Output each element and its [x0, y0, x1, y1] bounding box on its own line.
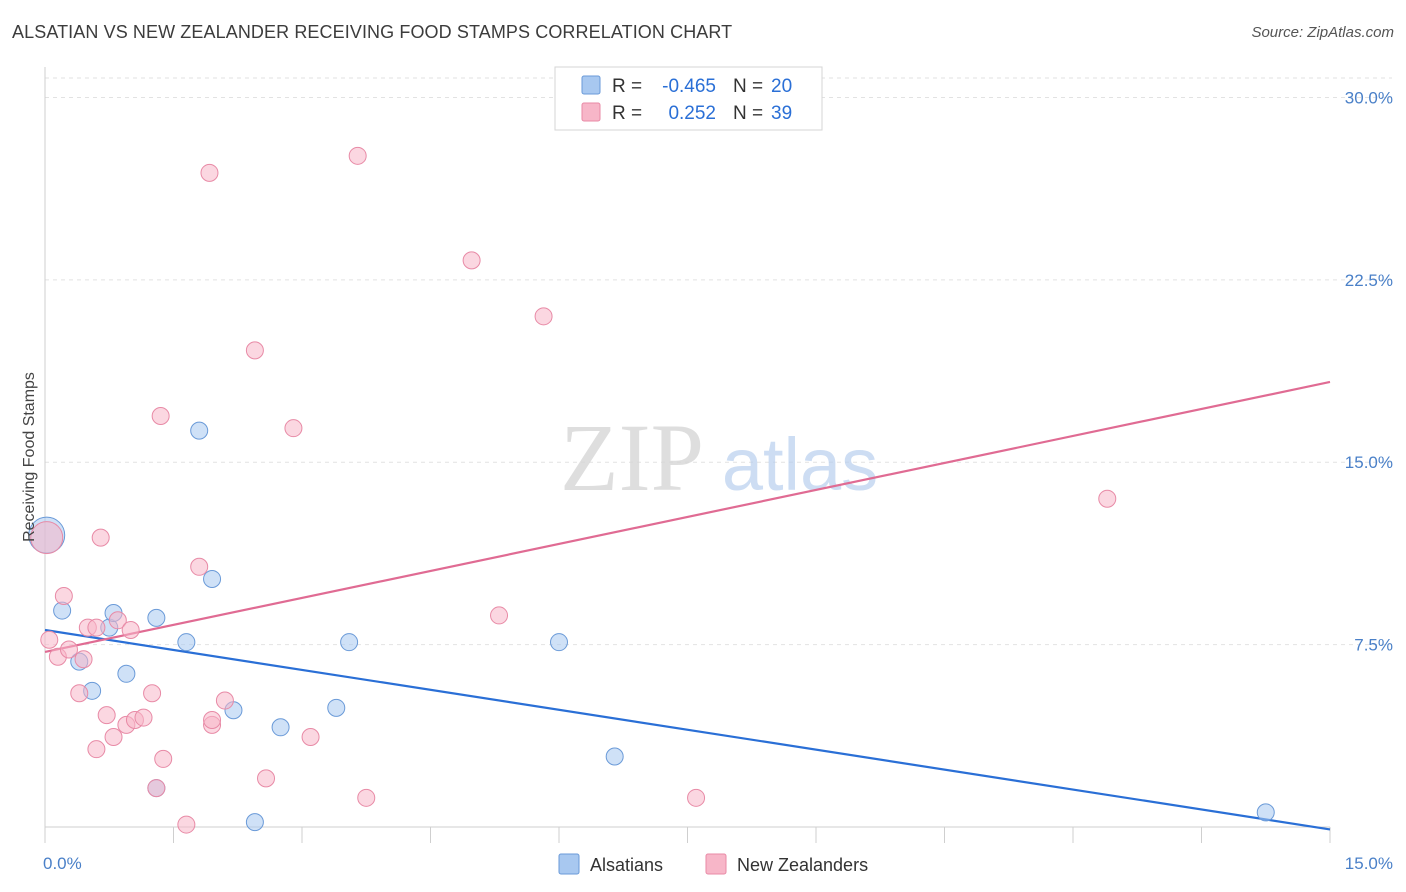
- watermark: ZIP atlas: [560, 404, 878, 511]
- legend-swatch-new-zealanders: [581, 102, 601, 122]
- new-zealander-point-15: [121, 621, 140, 640]
- new-zealander-point-12: [104, 728, 123, 747]
- grid-lines: [45, 77, 1392, 646]
- correlation-legend: R = -0.465 N = 20 R = 0.252 N = 39: [554, 66, 823, 131]
- trend-lines: [44, 380, 1331, 831]
- alsatian-point-8: [147, 608, 166, 627]
- new-zealander-point-36: [534, 307, 553, 326]
- chart-title: ALSATIAN VS NEW ZEALANDER RECEIVING FOOD…: [12, 22, 733, 42]
- new-zealander-point-21: [151, 407, 170, 426]
- new-zealander-point-6: [74, 650, 93, 669]
- new-zealander-point-11: [97, 706, 116, 725]
- watermark-zip: ZIP: [560, 404, 704, 511]
- legend-n-value-1: 20: [771, 76, 792, 97]
- new-zealander-point-24: [200, 163, 219, 182]
- alsatian-point-11: [203, 569, 222, 588]
- alsatian-point-13: [245, 813, 264, 832]
- y-axis-label: Receiving Food Stamps: [21, 372, 38, 542]
- legend-swatch-alsatians: [581, 75, 601, 95]
- new-zealander-point-29: [257, 769, 276, 788]
- new-zealander-point-37: [687, 788, 706, 807]
- alsatian-point-9: [177, 633, 196, 652]
- new-zealander-point-8: [87, 618, 106, 637]
- x-tick-label: 0.0%: [43, 854, 82, 873]
- alsatian-point-15: [327, 698, 346, 717]
- legend-r-label-1: R =: [612, 76, 642, 97]
- new-zealander-point-34: [462, 251, 481, 270]
- series-legend: Alsatians New Zealanders: [558, 853, 868, 875]
- alsatian-point-14: [271, 718, 290, 737]
- new-zealander-point-19: [147, 779, 166, 798]
- legend-n-label-1: N =: [733, 76, 763, 97]
- new-zealander-point-32: [348, 146, 367, 165]
- new-zealander-point-18: [143, 684, 162, 703]
- new-zealander-point-13: [108, 611, 127, 630]
- bottom-legend-label-new-zealanders: New Zealanders: [737, 855, 868, 875]
- legend-r-label-2: R =: [612, 103, 642, 124]
- new-zealander-point-33: [357, 788, 376, 807]
- new-zealander-point-0: [30, 521, 64, 555]
- new-zealander-trend-line: [44, 380, 1331, 653]
- legend-n-value-2: 39: [771, 103, 792, 124]
- alsatian-point-16: [340, 633, 359, 652]
- new-zealander-point-30: [284, 419, 303, 438]
- new-zealander-point-9: [87, 740, 106, 759]
- new-zealander-point-10: [91, 528, 110, 547]
- y-tick-label: 30.0%: [1345, 88, 1393, 107]
- alsatian-point-17: [550, 633, 568, 652]
- new-zealander-point-17: [134, 708, 153, 727]
- alsatian-trend-line: [44, 628, 1331, 831]
- watermark-atlas: atlas: [722, 423, 878, 506]
- new-zealander-point-1: [40, 630, 59, 649]
- new-zealander-point-3: [54, 586, 73, 605]
- legend-r-value-1: -0.465: [662, 76, 716, 97]
- y-tick-label: 7.5%: [1354, 636, 1393, 655]
- legend-r-value-2: 0.252: [668, 103, 716, 124]
- alsatian-point-19: [1256, 803, 1275, 822]
- bottom-legend-swatch-new-zealanders: [705, 853, 727, 875]
- new-zealander-point-35: [490, 606, 509, 625]
- data-points: [28, 146, 1275, 834]
- alsatian-point-6: [117, 664, 136, 683]
- legend-n-label-2: N =: [733, 103, 763, 124]
- new-zealander-point-38: [1098, 489, 1117, 508]
- new-zealander-point-28: [245, 341, 264, 360]
- new-zealander-point-22: [177, 815, 196, 834]
- tick-labels: 7.5% 15.0% 22.5% 30.0% 0.0% 15.0%: [43, 88, 1393, 873]
- new-zealander-point-26: [203, 711, 222, 729]
- y-tick-label: 15.0%: [1345, 453, 1393, 472]
- new-zealander-point-4: [59, 640, 78, 659]
- x-tick-label: 15.0%: [1345, 854, 1393, 873]
- new-zealander-point-27: [215, 691, 234, 710]
- new-zealander-point-23: [190, 557, 209, 576]
- new-zealander-point-31: [301, 728, 320, 747]
- new-zealander-point-20: [154, 749, 173, 768]
- y-tick-label: 22.5%: [1345, 271, 1393, 290]
- alsatian-point-18: [605, 747, 624, 766]
- bottom-legend-label-alsatians: Alsatians: [590, 855, 663, 875]
- chart-source: Source: ZipAtlas.com: [1251, 24, 1394, 41]
- alsatian-point-10: [190, 421, 209, 440]
- new-zealander-point-5: [70, 684, 89, 703]
- bottom-legend-swatch-alsatians: [558, 853, 580, 875]
